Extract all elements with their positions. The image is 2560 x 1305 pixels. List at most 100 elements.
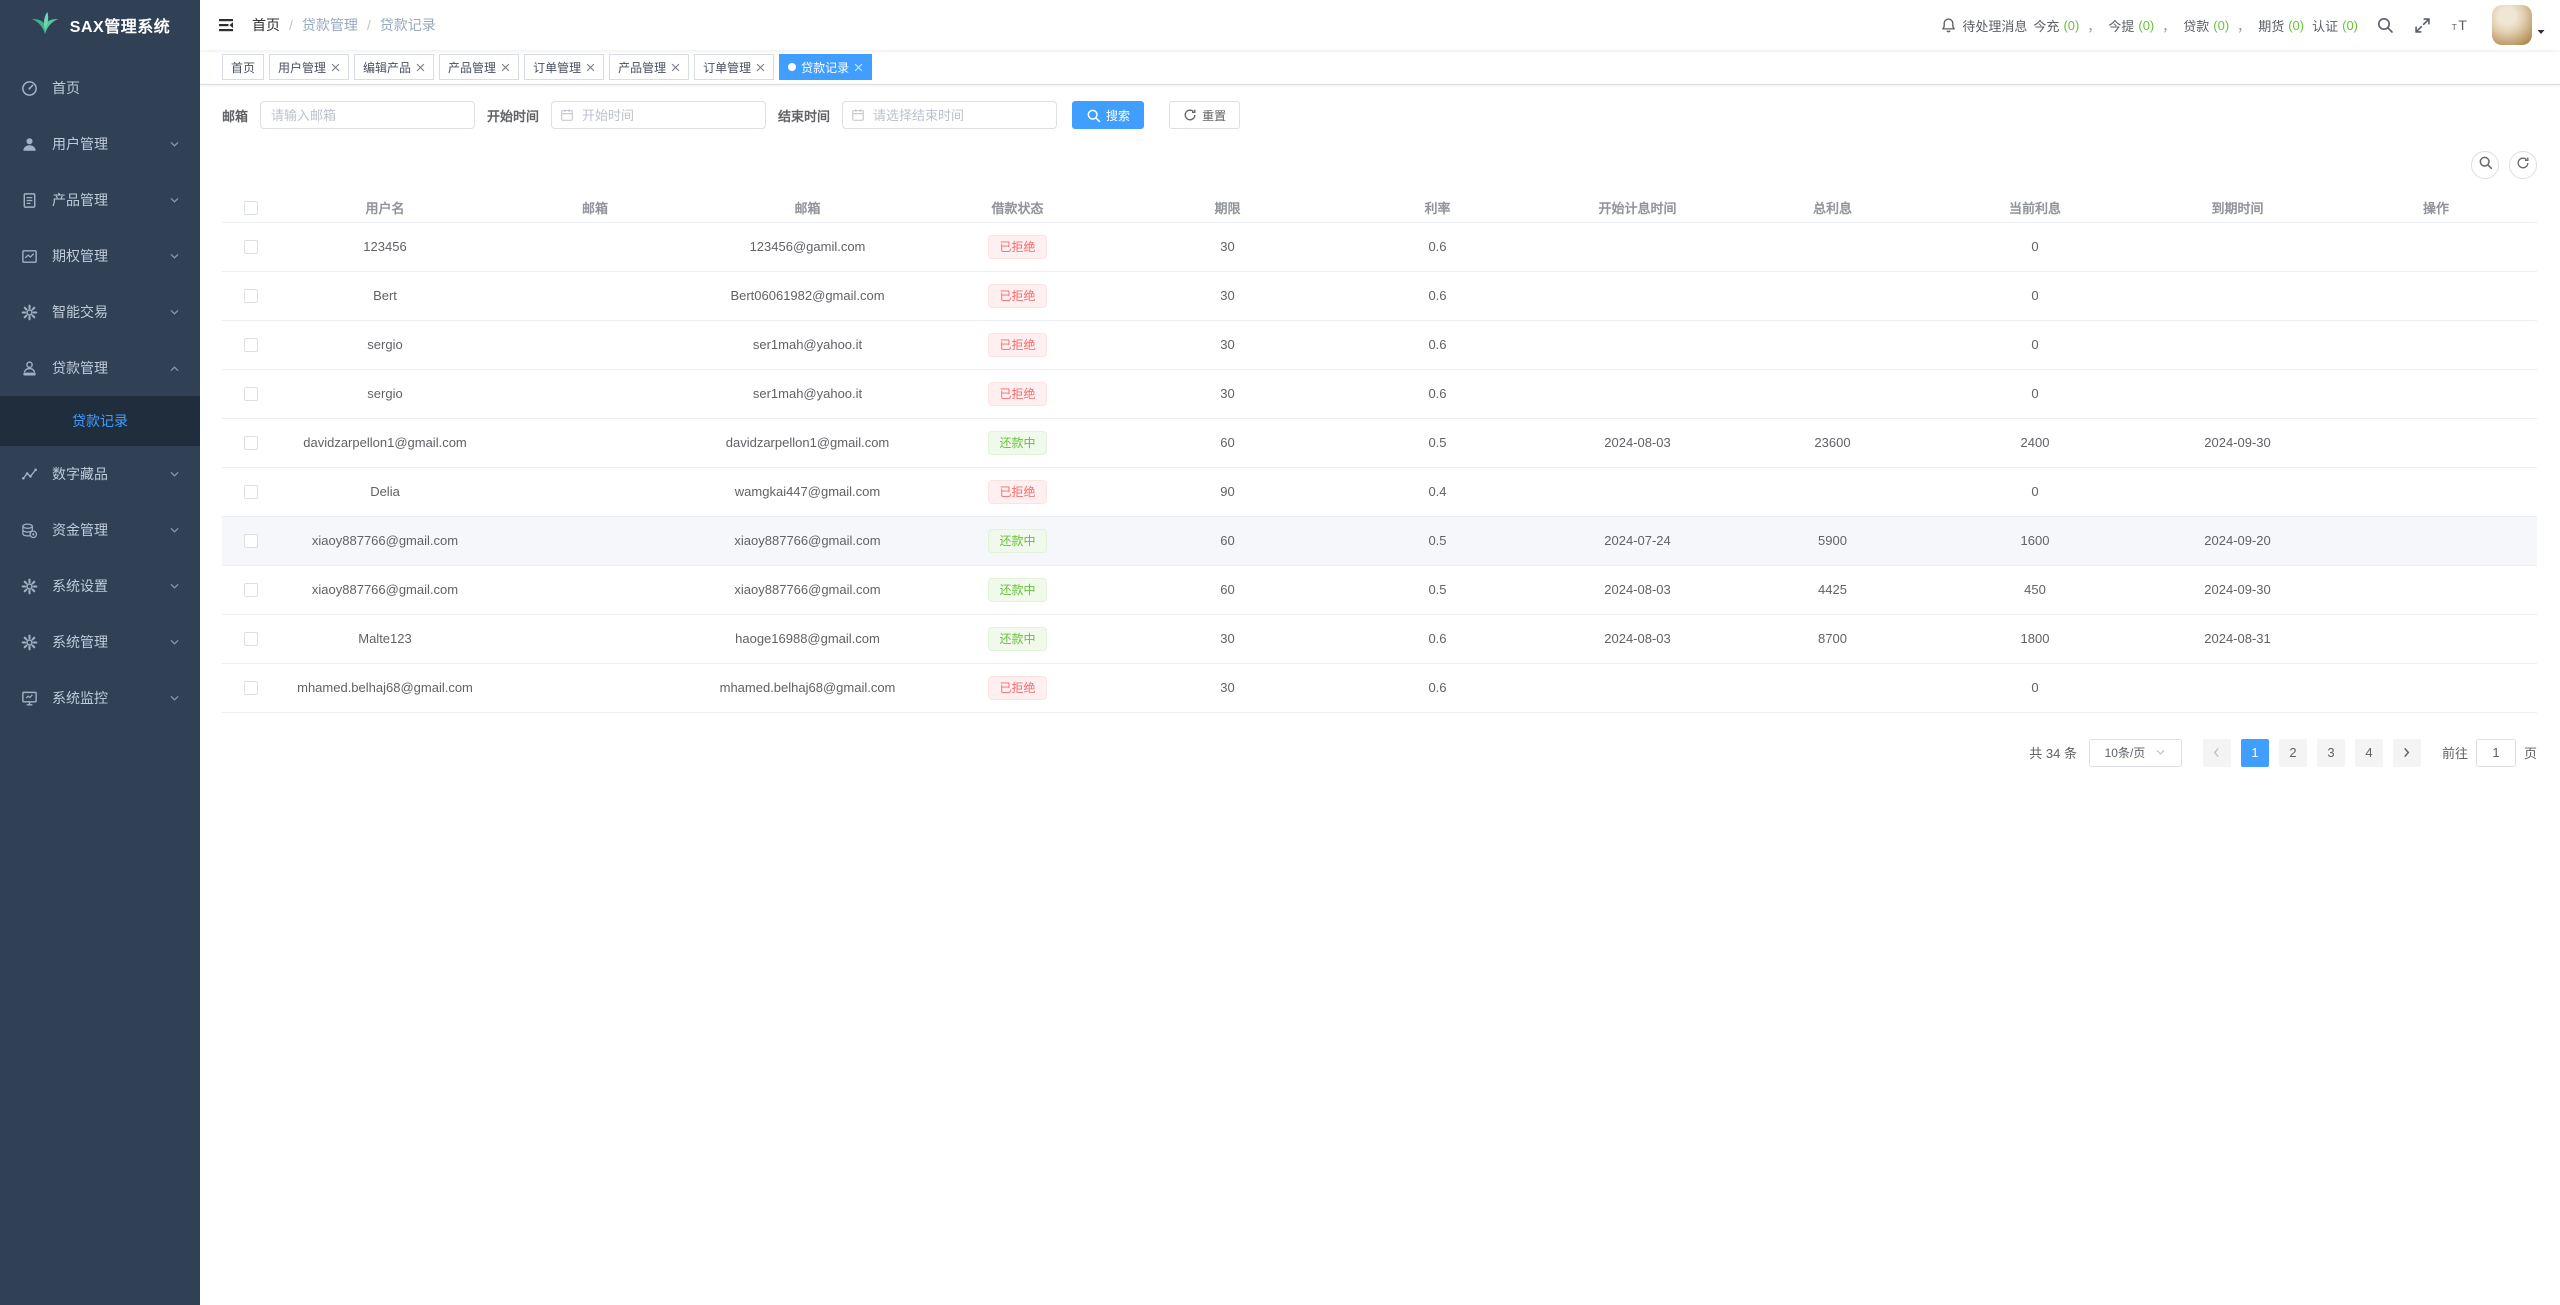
row-checkbox[interactable] (244, 289, 258, 304)
tab-close-icon[interactable] (416, 63, 425, 72)
sidebar-item-资金管理[interactable]: 资金管理 (0, 502, 200, 558)
tab-close-icon[interactable] (501, 63, 510, 72)
cell-email2: ser1mah@yahoo.it (700, 320, 915, 370)
page-button-1[interactable]: 1 (2240, 738, 2269, 767)
cell-email2: wamgkai447@gmail.com (700, 467, 915, 517)
start-time-input[interactable] (551, 101, 767, 129)
row-checkbox[interactable] (244, 681, 258, 696)
tab-订单管理[interactable]: 订单管理 (524, 54, 605, 80)
tab-用户管理[interactable]: 用户管理 (269, 54, 350, 80)
jump-page-input[interactable] (2475, 738, 2516, 767)
search-icon (2478, 155, 2493, 175)
jumper-suffix-label: 页 (2523, 746, 2537, 761)
cell-current_interest: 0 (1930, 467, 2140, 517)
loan-icon (20, 360, 38, 377)
notice-item-count: (0) (2288, 17, 2305, 33)
pending-messages-label: 待处理消息 (1962, 18, 2028, 34)
search-button[interactable]: 搜索 (1072, 101, 1145, 129)
table-header: 用户名 邮箱 邮箱 借款状态 期限 利率 开始计息时间 总利息 当前利息 到期时间 操作 (222, 193, 2537, 223)
toolbar-refresh-button[interactable] (2509, 151, 2537, 179)
row-checkbox[interactable] (244, 436, 258, 451)
breadcrumb: 首页 / 贷款管理 / 贷款记录 (252, 15, 436, 35)
status-badge: 已拒绝 (988, 381, 1047, 406)
tab-编辑产品[interactable]: 编辑产品 (354, 54, 435, 80)
tab-首页[interactable]: 首页 (222, 54, 265, 80)
sidebar-item-系统管理[interactable]: 系统管理 (0, 614, 200, 670)
avatar-caret-down-icon[interactable] (2536, 27, 2546, 37)
tab-订单管理[interactable]: 订单管理 (694, 54, 775, 80)
page-jumper: 前往 页 (2442, 738, 2537, 767)
cell-email2: davidzarpellon1@gmail.com (700, 418, 915, 468)
table-row: Bert Bert06061982@gmail.com 已拒绝 30 0.6 0 (222, 271, 2537, 321)
next-page-button[interactable] (2392, 738, 2421, 767)
table-row: sergio ser1mah@yahoo.it 已拒绝 30 0.6 0 (222, 369, 2537, 419)
prev-page-button[interactable] (2202, 738, 2231, 767)
row-checkbox[interactable] (244, 240, 258, 255)
sidebar-subitem-贷款记录[interactable]: 贷款记录 (0, 396, 200, 446)
sidebar-toggle-hamburger-icon[interactable] (200, 0, 252, 50)
reset-button[interactable]: 重置 (1169, 101, 1241, 129)
sidebar-item-系统设置[interactable]: 系统设置 (0, 558, 200, 614)
end-time-label: 结束时间 (778, 108, 831, 124)
tab-close-icon[interactable] (756, 63, 765, 72)
sidebar-item-数字藏品[interactable]: 数字藏品 (0, 446, 200, 502)
tab-close-icon[interactable] (331, 63, 340, 72)
page-button-2[interactable]: 2 (2278, 738, 2307, 767)
page-button-3[interactable]: 3 (2316, 738, 2345, 767)
tab-产品管理[interactable]: 产品管理 (609, 54, 690, 80)
row-checkbox[interactable] (244, 632, 258, 647)
chevron-down-icon (169, 693, 180, 704)
row-checkbox[interactable] (244, 485, 258, 500)
cell-actions (2335, 565, 2537, 615)
svg-text:T: T (2458, 18, 2467, 34)
row-checkbox[interactable] (244, 583, 258, 598)
avatar[interactable] (2492, 5, 2532, 45)
email-filter-input[interactable] (260, 101, 476, 129)
sidebar-item-贷款管理[interactable]: 贷款管理 (0, 340, 200, 396)
main-area: 首页 / 贷款管理 / 贷款记录 待处理消息 今充 (0)，今提 (0)，贷款 (0)，期货 (0… (200, 0, 2560, 767)
sidebar-item-系统监控[interactable]: 系统监控 (0, 670, 200, 726)
sidebar: SAX管理系统 首页 用户管理 产品管理 期权管理 智能交易 贷款管理 贷款记录 数字藏品 资金… (0, 0, 200, 1305)
sidebar-item-期权管理[interactable]: 期权管理 (0, 228, 200, 284)
sidebar-item-智能交易[interactable]: 智能交易 (0, 284, 200, 340)
column-header-期限: 期限 (1120, 193, 1335, 223)
row-checkbox[interactable] (244, 338, 258, 353)
row-checkbox[interactable] (244, 534, 258, 549)
cell-rate: 0.6 (1335, 320, 1540, 370)
pending-messages[interactable]: 待处理消息 今充 (0)，今提 (0)，贷款 (0)，期货 (0) 认证 (0) (1940, 16, 2366, 35)
breadcrumb-item[interactable]: 首页 (252, 17, 280, 33)
tab-close-icon[interactable] (671, 63, 680, 72)
cell-total_interest: 4425 (1735, 565, 1930, 615)
cell-interest_start: 2024-07-24 (1540, 516, 1735, 566)
page-size-select[interactable]: 10条/页 (2088, 738, 2182, 767)
sidebar-item-用户管理[interactable]: 用户管理 (0, 116, 200, 172)
dashboard-icon (20, 80, 38, 97)
page-button-4[interactable]: 4 (2354, 738, 2383, 767)
cell-username: Delia (280, 467, 490, 517)
cell-status: 已拒绝 (915, 222, 1120, 272)
cell-term: 60 (1120, 516, 1335, 566)
cell-username: Bert (280, 271, 490, 321)
cell-username: davidzarpellon1@gmail.com (280, 418, 490, 468)
toolbar-search-toggle-button[interactable] (2471, 151, 2499, 179)
chevron-down-icon (169, 251, 180, 262)
row-checkbox[interactable] (244, 387, 258, 402)
tab-贷款记录[interactable]: 贷款记录 (779, 54, 873, 80)
tab-label: 贷款记录 (801, 60, 850, 75)
tab-close-icon[interactable] (586, 63, 595, 72)
sidebar-item-label: 期权管理 (52, 248, 108, 264)
tab-close-icon[interactable] (854, 63, 863, 72)
tab-产品管理[interactable]: 产品管理 (439, 54, 520, 80)
sidebar-item-首页[interactable]: 首页 (0, 60, 200, 116)
cell-due_date (2140, 320, 2335, 370)
sidebar-item-产品管理[interactable]: 产品管理 (0, 172, 200, 228)
header-search-icon[interactable] (2366, 0, 2404, 50)
end-time-input[interactable] (842, 101, 1058, 129)
status-badge: 还款中 (988, 430, 1047, 455)
table-row: Malte123 haoge16988@gmail.com 还款中 30 0.6 2024… (222, 614, 2537, 664)
notice-item-label: 期货 (2258, 18, 2285, 34)
fullscreen-icon[interactable] (2404, 0, 2441, 50)
select-all-checkbox[interactable] (244, 201, 258, 216)
column-header-当前利息: 当前利息 (1930, 193, 2140, 223)
